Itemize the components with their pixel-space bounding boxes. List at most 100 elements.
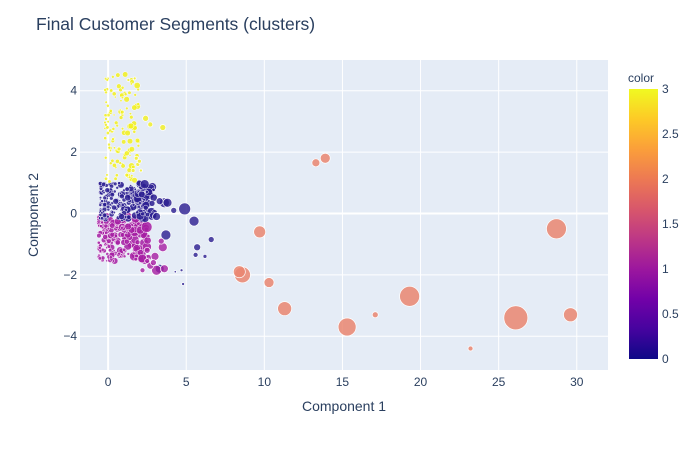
cluster-3-point bbox=[120, 85, 125, 90]
cluster-0-point bbox=[106, 204, 111, 209]
cluster-0-point bbox=[98, 196, 103, 200]
cluster-1-point bbox=[160, 264, 169, 274]
cluster-1-point bbox=[107, 227, 111, 231]
cluster-1-point bbox=[112, 249, 116, 252]
colorbar-tick-label: 1 bbox=[662, 262, 669, 276]
cluster-3-point bbox=[127, 122, 135, 130]
y-tick-label: 4 bbox=[70, 84, 77, 98]
colorbar-title: color bbox=[628, 71, 654, 85]
cluster-2-point bbox=[546, 218, 567, 240]
cluster-3-point bbox=[105, 78, 109, 82]
cluster-2-point bbox=[263, 277, 275, 288]
cluster-1-point bbox=[106, 244, 111, 249]
cluster-3-point bbox=[134, 137, 141, 144]
cluster-3-point bbox=[120, 163, 126, 169]
y-tick-label: −2 bbox=[63, 268, 77, 282]
cluster-0-point bbox=[136, 189, 140, 193]
cluster-1-point bbox=[105, 259, 108, 263]
x-tick-label: 25 bbox=[492, 375, 506, 389]
cluster-3-point bbox=[133, 155, 139, 161]
cluster-3-point bbox=[109, 149, 112, 152]
cluster-3-point bbox=[130, 174, 134, 178]
cluster-3-point bbox=[136, 144, 141, 148]
cluster-3-point bbox=[104, 100, 108, 104]
cluster-0-point bbox=[193, 243, 202, 252]
cluster-2-point bbox=[371, 311, 379, 319]
cluster-3-point bbox=[137, 158, 142, 164]
cluster-3-point bbox=[109, 161, 113, 165]
x-axis-label: Component 1 bbox=[302, 398, 386, 414]
cluster-0-point bbox=[181, 282, 185, 286]
cluster-3-point bbox=[124, 129, 131, 137]
cluster-0-point bbox=[109, 183, 114, 189]
colorbar-tick-labels: 0 0.5 1 1.5 2 2.5 3 bbox=[662, 82, 679, 366]
cluster-3-point bbox=[124, 172, 130, 178]
cluster-3-point bbox=[107, 146, 112, 150]
cluster-2-point bbox=[503, 305, 529, 331]
cluster-0-point bbox=[160, 229, 172, 241]
cluster-2-point bbox=[563, 307, 578, 323]
cluster-0-point bbox=[109, 192, 115, 198]
cluster-3-point bbox=[131, 177, 138, 184]
cluster-0-point bbox=[121, 203, 125, 207]
cluster-3-point bbox=[123, 96, 130, 103]
colorbar-tick-label: 0 bbox=[662, 352, 669, 366]
cluster-0-point bbox=[100, 216, 105, 221]
cluster-2-point bbox=[253, 225, 266, 239]
cluster-3-point bbox=[115, 72, 121, 78]
cluster-1-point bbox=[140, 221, 153, 233]
cluster-0-point bbox=[112, 198, 119, 205]
x-tick-label: 20 bbox=[414, 375, 428, 389]
cluster-3-point bbox=[112, 113, 116, 117]
cluster-0-point bbox=[162, 197, 173, 208]
cluster-1-point bbox=[122, 254, 127, 259]
cluster-0-point bbox=[145, 190, 149, 194]
cluster-3-point bbox=[118, 115, 124, 120]
cluster-3-point bbox=[132, 76, 137, 81]
cluster-1-point bbox=[117, 251, 121, 256]
cluster-3-point bbox=[133, 93, 137, 97]
cluster-3-point bbox=[110, 130, 114, 134]
cluster-1-point bbox=[108, 255, 113, 260]
x-tick-label: 30 bbox=[570, 375, 584, 389]
cluster-3-point bbox=[111, 91, 117, 97]
cluster-3-point bbox=[113, 146, 116, 150]
cluster-1-point bbox=[109, 231, 116, 238]
cluster-3-point bbox=[126, 78, 131, 82]
cluster-3-point bbox=[121, 139, 127, 145]
cluster-1-point bbox=[139, 267, 146, 274]
cluster-3-point bbox=[119, 109, 125, 115]
cluster-3-point bbox=[147, 121, 154, 128]
cluster-3-point bbox=[112, 162, 117, 168]
cluster-2-point bbox=[337, 317, 357, 337]
cluster-0-point bbox=[124, 194, 132, 202]
cluster-1-point bbox=[104, 230, 109, 235]
y-tick-label: 0 bbox=[70, 206, 77, 220]
cluster-0-point bbox=[124, 186, 130, 192]
cluster-0-point bbox=[179, 268, 184, 273]
cluster-0-point bbox=[178, 202, 192, 216]
cluster-0-point bbox=[141, 199, 145, 203]
cluster-3-point bbox=[111, 75, 115, 79]
cluster-1-point bbox=[99, 224, 103, 228]
cluster-3-point bbox=[133, 82, 141, 89]
cluster-2-point bbox=[232, 265, 246, 279]
colorbar-tick-label: 2 bbox=[662, 172, 669, 186]
cluster-1-point bbox=[144, 258, 151, 264]
cluster-0-point bbox=[102, 191, 106, 195]
cluster-3-point bbox=[111, 127, 116, 131]
cluster-3-point bbox=[126, 138, 134, 145]
x-tick-label: 10 bbox=[258, 375, 272, 389]
x-tick-labels: 0 5 10 15 20 25 30 bbox=[105, 375, 584, 389]
cluster-3-point bbox=[120, 95, 124, 100]
cluster-1-point bbox=[132, 221, 136, 225]
cluster-1-point bbox=[111, 259, 116, 263]
cluster-3-point bbox=[123, 92, 128, 97]
cluster-0-point bbox=[111, 204, 117, 211]
cluster-1-point bbox=[109, 222, 116, 229]
cluster-0-point bbox=[138, 201, 142, 205]
cluster-3-point bbox=[103, 136, 108, 140]
cluster-0-point bbox=[138, 190, 146, 199]
cluster-0-point bbox=[102, 195, 107, 201]
cluster-0-point bbox=[152, 212, 161, 221]
